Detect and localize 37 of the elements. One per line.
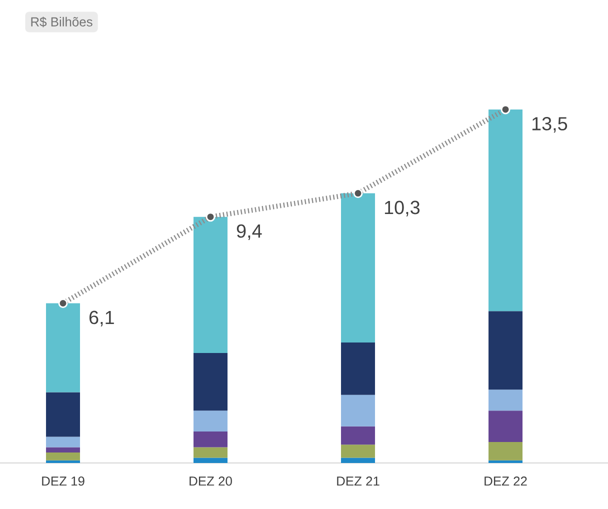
bar xyxy=(46,452,80,460)
annotation: R$ Bilhões xyxy=(31,16,92,28)
bar xyxy=(488,390,523,411)
bar xyxy=(488,109,523,312)
bar xyxy=(46,436,80,448)
point xyxy=(500,104,510,114)
point xyxy=(206,212,216,222)
x-tick-label: DEZ 19 xyxy=(42,476,84,486)
x-tick-label: DEZ 21 xyxy=(337,476,380,486)
bar xyxy=(341,444,376,458)
bar xyxy=(488,311,523,390)
bar xyxy=(341,193,376,343)
bar xyxy=(341,394,376,426)
data-label: 10,3 xyxy=(384,200,420,216)
bar xyxy=(488,442,523,460)
bar xyxy=(341,426,376,445)
bar xyxy=(194,353,228,411)
bar xyxy=(194,432,228,448)
x-tick-label: DEZ 22 xyxy=(484,476,527,486)
point xyxy=(58,298,68,308)
point xyxy=(353,188,363,198)
bar xyxy=(194,410,228,432)
bar xyxy=(46,447,80,453)
bar xyxy=(194,458,228,463)
x-tick-label: DEZ 20 xyxy=(190,476,232,486)
bar xyxy=(194,447,228,458)
data-label: 13,5 xyxy=(532,116,568,133)
bar xyxy=(46,460,80,463)
bar xyxy=(194,216,228,354)
bar xyxy=(341,342,376,395)
data-label: 6,1 xyxy=(89,310,114,326)
bar xyxy=(46,392,80,437)
bar xyxy=(46,303,80,392)
bar xyxy=(488,460,523,463)
bar xyxy=(341,458,376,463)
data-label: 9,4 xyxy=(236,224,262,240)
bar xyxy=(488,410,523,442)
